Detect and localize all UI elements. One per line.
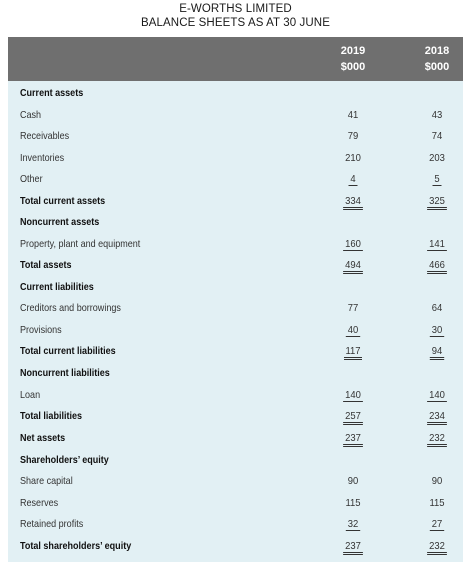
column-header-2018: 2018 $000 (407, 43, 467, 75)
statement-panel (8, 37, 463, 562)
value-2019: 257 (335, 410, 371, 425)
row-label: Current assets (20, 87, 84, 99)
row-label: Share capital (20, 475, 73, 487)
value-2019: 237 (335, 432, 371, 447)
value-2018: 466 (419, 259, 455, 274)
value-2019: 77 (347, 302, 359, 314)
row-label: Shareholders’ equity (20, 454, 109, 466)
statement-row: Shareholders’ equity (0, 451, 471, 471)
row-label: Receivables (20, 130, 70, 142)
row-label: Retained profits (20, 518, 84, 530)
value-2019: 32 (345, 518, 361, 531)
statement-row: Retained profits 32 27 (0, 515, 471, 535)
statement-row: Total current liabilities 117 94 (0, 342, 471, 362)
value-2018: 140 (427, 389, 447, 402)
statement-row: Noncurrent assets (0, 213, 471, 233)
value-2018: 64 (431, 302, 443, 314)
value-2019: 79 (347, 130, 359, 142)
statement-row: Net assets 237 232 (0, 429, 471, 449)
value-2018: 90 (431, 475, 443, 487)
unit-2018: $000 (424, 61, 450, 73)
statement-row: Creditors and borrowings 77 64 (0, 299, 471, 319)
value-2019: 117 (335, 345, 371, 360)
row-label: Total assets (20, 259, 72, 271)
statement-row: Noncurrent liabilities (0, 364, 471, 384)
value-2019: 334 (335, 195, 371, 210)
row-label: Total current liabilities (20, 345, 116, 357)
value-2019: 160 (343, 238, 363, 251)
row-label: Reserves (20, 497, 59, 509)
row-label: Total current assets (20, 195, 106, 207)
statement-row: Total assets 494 466 (0, 256, 471, 276)
value-2019: 40 (345, 324, 361, 337)
year-2019: 2019 (340, 45, 366, 57)
row-label: Loan (20, 389, 41, 401)
row-label: Inventories (20, 152, 65, 164)
statement-row: Loan 140 140 (0, 386, 471, 406)
value-2018: 94 (419, 345, 455, 360)
value-2019: 90 (347, 475, 359, 487)
statement-row: Provisions 40 30 (0, 321, 471, 341)
value-2018: 232 (419, 540, 455, 555)
company-title: E-WORTHS LIMITED (179, 3, 292, 15)
row-label: Current liabilities (20, 281, 94, 293)
value-2019: 494 (335, 259, 371, 274)
statement-row: Total shareholders’ equity 237 232 (0, 537, 471, 557)
unit-2019: $000 (340, 61, 366, 73)
row-label: Net assets (20, 432, 66, 444)
statement-row: Receivables 79 74 (0, 127, 471, 147)
statement-row: Share capital 90 90 (0, 472, 471, 492)
statement-row: Current liabilities (0, 278, 471, 298)
value-2019: 210 (345, 152, 361, 164)
value-2019: 140 (343, 389, 363, 402)
value-2018: 234 (419, 410, 455, 425)
value-2018: 43 (431, 109, 443, 121)
statement-row: Total liabilities 257 234 (0, 407, 471, 427)
value-2018: 5 (432, 173, 442, 186)
row-label: Noncurrent liabilities (20, 367, 110, 379)
value-2018: 203 (429, 152, 445, 164)
value-2018: 74 (431, 130, 443, 142)
statement-row: Property, plant and equipment 160 141 (0, 235, 471, 255)
column-header-bar: 2019 $000 2018 $000 (8, 37, 463, 81)
statement-row: Inventories 210 203 (0, 149, 471, 169)
row-label: Total liabilities (20, 410, 83, 422)
row-label: Noncurrent assets (20, 216, 100, 228)
row-label: Property, plant and equipment (20, 238, 141, 250)
row-label: Other (20, 173, 43, 185)
value-2018: 232 (419, 432, 455, 447)
statement-row: Reserves 115 115 (0, 494, 471, 514)
statement-title: BALANCE SHEETS AS AT 30 JUNE (140, 17, 330, 29)
value-2018: 30 (429, 324, 445, 337)
value-2019: 237 (335, 540, 371, 555)
statement-row: Cash 41 43 (0, 106, 471, 126)
value-2019: 4 (348, 173, 358, 186)
row-label: Creditors and borrowings (20, 302, 121, 314)
column-header-2019: 2019 $000 (323, 43, 383, 75)
statement-row: Other 4 5 (0, 170, 471, 190)
value-2018: 27 (429, 518, 445, 531)
value-2018: 325 (419, 195, 455, 210)
row-label: Cash (20, 109, 42, 121)
value-2018: 115 (429, 497, 445, 509)
statement-row: Current assets (0, 84, 471, 104)
row-label: Provisions (20, 324, 62, 336)
value-2018: 141 (427, 238, 447, 251)
value-2019: 41 (347, 109, 359, 121)
statement-row: Total current assets 334 325 (0, 192, 471, 212)
row-label: Total shareholders’ equity (20, 540, 132, 552)
year-2018: 2018 (424, 45, 450, 57)
value-2019: 115 (345, 497, 361, 509)
